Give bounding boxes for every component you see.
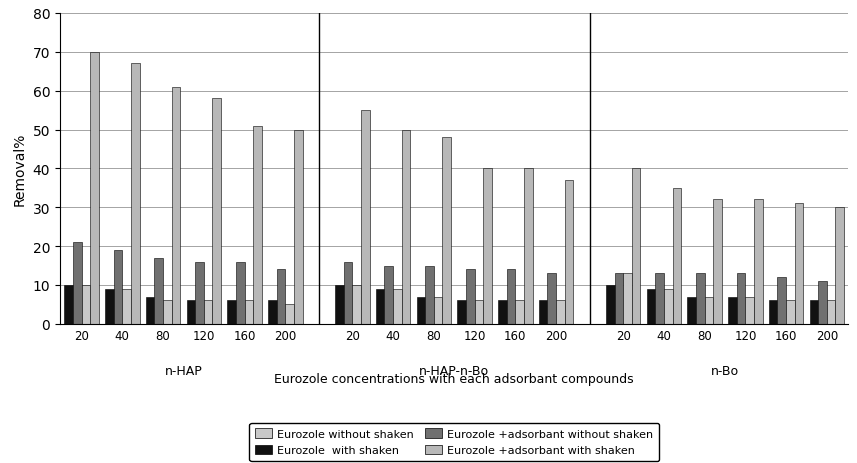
Bar: [786, 301, 794, 324]
Y-axis label: Removal%: Removal%: [13, 132, 27, 206]
Bar: [565, 181, 573, 324]
Bar: [754, 200, 763, 324]
Bar: [227, 301, 236, 324]
Bar: [673, 188, 681, 324]
Bar: [335, 285, 344, 324]
Bar: [402, 130, 411, 324]
Bar: [656, 274, 664, 324]
Bar: [704, 297, 713, 324]
Bar: [524, 169, 532, 324]
Bar: [442, 138, 451, 324]
Bar: [506, 270, 515, 324]
Bar: [105, 289, 114, 324]
Bar: [515, 301, 524, 324]
Bar: [777, 277, 786, 324]
Bar: [466, 270, 475, 324]
Bar: [810, 301, 818, 324]
Bar: [213, 99, 221, 324]
Bar: [268, 301, 277, 324]
Bar: [539, 301, 548, 324]
Bar: [483, 169, 492, 324]
Bar: [664, 289, 673, 324]
Bar: [195, 262, 204, 324]
Text: n-HAP: n-HAP: [165, 364, 202, 377]
Bar: [836, 208, 844, 324]
Bar: [204, 301, 213, 324]
Bar: [614, 274, 623, 324]
Bar: [606, 285, 614, 324]
Bar: [114, 250, 123, 324]
Bar: [253, 126, 261, 324]
X-axis label: Eurozole concentrations with each adsorbant compounds: Eurozole concentrations with each adsorb…: [274, 372, 634, 385]
Bar: [277, 270, 285, 324]
Bar: [425, 266, 434, 324]
Bar: [81, 285, 90, 324]
Bar: [827, 301, 836, 324]
Bar: [352, 285, 361, 324]
Bar: [498, 301, 506, 324]
Bar: [64, 285, 73, 324]
Bar: [728, 297, 737, 324]
Bar: [687, 297, 696, 324]
Bar: [361, 111, 369, 324]
Bar: [171, 88, 180, 324]
Bar: [434, 297, 442, 324]
Bar: [187, 301, 195, 324]
Bar: [647, 289, 656, 324]
Bar: [294, 130, 303, 324]
Bar: [556, 301, 565, 324]
Bar: [385, 266, 393, 324]
Text: n-HAP-n-Bo: n-HAP-n-Bo: [419, 364, 489, 377]
Bar: [146, 297, 154, 324]
Bar: [818, 282, 827, 324]
Bar: [376, 289, 385, 324]
Bar: [737, 274, 746, 324]
Text: n-Bo: n-Bo: [711, 364, 739, 377]
Bar: [344, 262, 352, 324]
Bar: [73, 243, 81, 324]
Bar: [417, 297, 425, 324]
Bar: [244, 301, 253, 324]
Bar: [123, 289, 131, 324]
Bar: [131, 64, 140, 324]
Bar: [696, 274, 704, 324]
Bar: [285, 305, 294, 324]
Bar: [713, 200, 722, 324]
Legend: Eurozole without shaken, Eurozole  with shaken, Eurozole +adsorbant without shak: Eurozole without shaken, Eurozole with s…: [249, 423, 659, 461]
Bar: [458, 301, 466, 324]
Bar: [475, 301, 483, 324]
Bar: [236, 262, 244, 324]
Bar: [623, 274, 632, 324]
Bar: [393, 289, 402, 324]
Bar: [794, 204, 803, 324]
Bar: [632, 169, 640, 324]
Bar: [548, 274, 556, 324]
Bar: [90, 53, 99, 324]
Bar: [154, 258, 163, 324]
Bar: [163, 301, 171, 324]
Bar: [746, 297, 754, 324]
Bar: [769, 301, 777, 324]
